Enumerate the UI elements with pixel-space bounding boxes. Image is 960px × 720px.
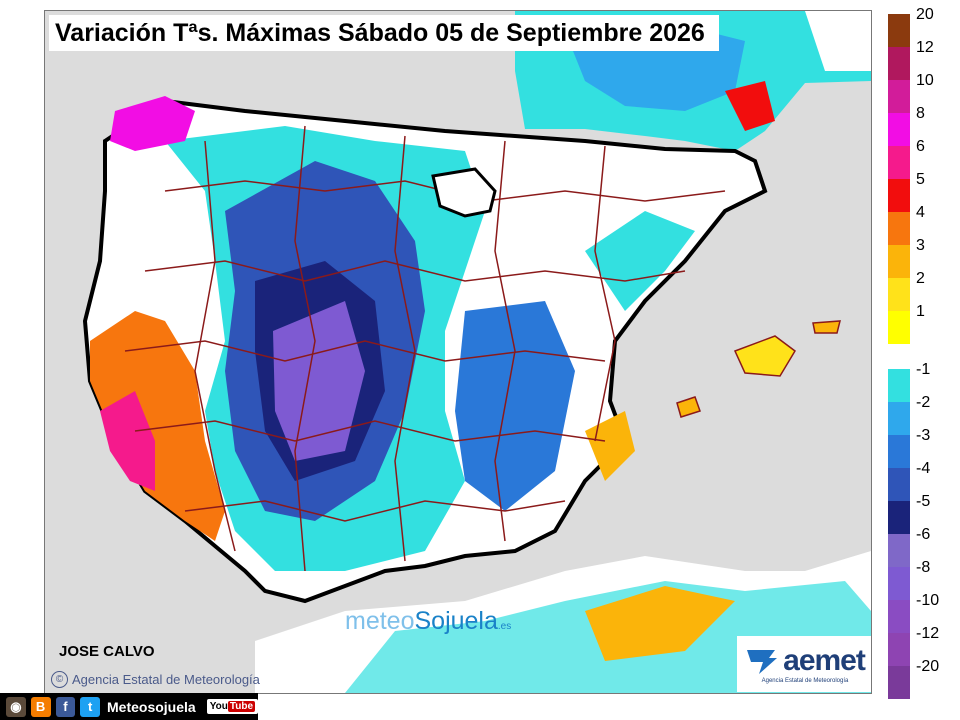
copyright-icon: © — [51, 671, 68, 688]
legend-swatch-positive-5 — [888, 179, 910, 212]
legend-label-positive-1: 12 — [916, 39, 934, 56]
temperature-map — [45, 11, 871, 693]
legend-swatch-negative-8 — [888, 633, 910, 666]
meteosojuela-watermark: meteoSojuela.es — [345, 607, 511, 636]
legend-swatch-positive-8 — [888, 278, 910, 311]
aemet-logo-row: aemet — [745, 644, 866, 678]
legend-label-negative-1: -2 — [916, 394, 931, 411]
youtube-badge[interactable]: You Tube — [206, 699, 259, 714]
legend-label-positive-4: 6 — [916, 138, 925, 155]
watermark-part-1: meteo — [345, 607, 415, 635]
blogger-icon[interactable]: B — [30, 696, 51, 717]
france-east — [805, 11, 871, 71]
youtube-you: You — [209, 701, 228, 712]
legend-swatch-positive-7 — [888, 245, 910, 278]
menorca — [812, 320, 841, 334]
legend-label-negative-9: -20 — [916, 658, 940, 675]
aemet-subtitle: Agencia Estatal de Meteorología — [761, 678, 849, 684]
legend-label-negative-5: -6 — [916, 526, 931, 543]
mallorca — [733, 335, 796, 377]
legend-label-negative-8: -12 — [916, 625, 940, 642]
legend-swatch-negative-3 — [888, 468, 910, 501]
legend-label-positive-8: 2 — [916, 270, 925, 287]
legend-label-negative-4: -5 — [916, 493, 931, 510]
author-credit: JOSE CALVO — [59, 643, 155, 660]
aemet-logo: aemet Agencia Estatal de Meteorología — [737, 636, 871, 692]
youtube-tube: Tube — [227, 701, 256, 712]
legend-swatch-positive-1 — [888, 47, 910, 80]
twitter-icon[interactable]: t — [80, 696, 100, 717]
legend-label-negative-3: -4 — [916, 460, 931, 477]
legend-label-negative-0: -1 — [916, 361, 931, 378]
legend-swatch-positive-6 — [888, 212, 910, 245]
copyright-line: © Agencia Estatal de Meteorología — [51, 671, 260, 688]
legend-swatch-negative-1 — [888, 402, 910, 435]
watermark-part-2: Sojuela — [414, 607, 498, 635]
footer-bar: ◉ B f t Meteosojuela You Tube — [0, 693, 259, 720]
aemet-wordmark: aemet — [783, 644, 866, 677]
footer-brand[interactable]: Meteosojuela — [107, 698, 196, 715]
legend-swatch-negative-6 — [888, 567, 910, 600]
legend-label-negative-6: -8 — [916, 559, 931, 576]
legend-label-negative-2: -3 — [916, 427, 931, 444]
warm-zone-west-core — [100, 391, 155, 491]
legend-swatch-positive-0 — [888, 14, 910, 47]
map-panel: Variación Tªs. Máximas Sábado 05 de Sept… — [44, 10, 872, 694]
cool-zone-8 — [273, 301, 365, 461]
cool-zone-4 — [585, 211, 695, 311]
warm-zone-northeast — [725, 81, 775, 131]
legend-label-positive-9: 1 — [916, 303, 925, 320]
legend-label-positive-0: 20 — [916, 6, 934, 23]
map-title: Variación Tªs. Máximas Sábado 05 de Sept… — [49, 15, 719, 51]
africa-warm-area — [585, 586, 735, 661]
color-legend: 20 12 10 8 6 5 4 3 2 1 -1 -2 -3 -4 -5 -6 -8 -10 -12 -20 — [886, 7, 956, 699]
legend-label-negative-7: -10 — [916, 592, 940, 609]
warm-zone-west — [90, 311, 225, 541]
warm-zone-northwest — [110, 96, 195, 151]
legend-swatch-negative-4 — [888, 501, 910, 534]
legend-swatch-negative-7 — [888, 600, 910, 633]
legend-label-positive-5: 5 — [916, 171, 925, 188]
watermark-part-3: .es — [497, 621, 512, 632]
legend-label-positive-6: 4 — [916, 204, 925, 221]
legend-label-positive-7: 3 — [916, 237, 925, 254]
legend-swatch-positive-3 — [888, 113, 910, 146]
instagram-icon[interactable]: ◉ — [6, 696, 26, 717]
legend-swatch-positive-2 — [888, 80, 910, 113]
aemet-emblem-icon — [747, 650, 778, 674]
la-rioja-outline — [431, 167, 497, 218]
legend-swatch-negative-9 — [888, 666, 910, 699]
legend-label-positive-3: 8 — [916, 105, 925, 122]
legend-swatch-negative-5 — [888, 534, 910, 567]
legend-swatch-negative-2 — [888, 435, 910, 468]
legend-swatch-positive-4 — [888, 146, 910, 179]
ibiza — [676, 396, 701, 418]
legend-swatch-positive-9 — [888, 311, 910, 344]
facebook-icon[interactable]: f — [55, 696, 76, 717]
copyright-text: Agencia Estatal de Meteorología — [72, 672, 260, 687]
legend-swatch-negative-0 — [888, 369, 910, 402]
legend-label-positive-2: 10 — [916, 72, 934, 89]
